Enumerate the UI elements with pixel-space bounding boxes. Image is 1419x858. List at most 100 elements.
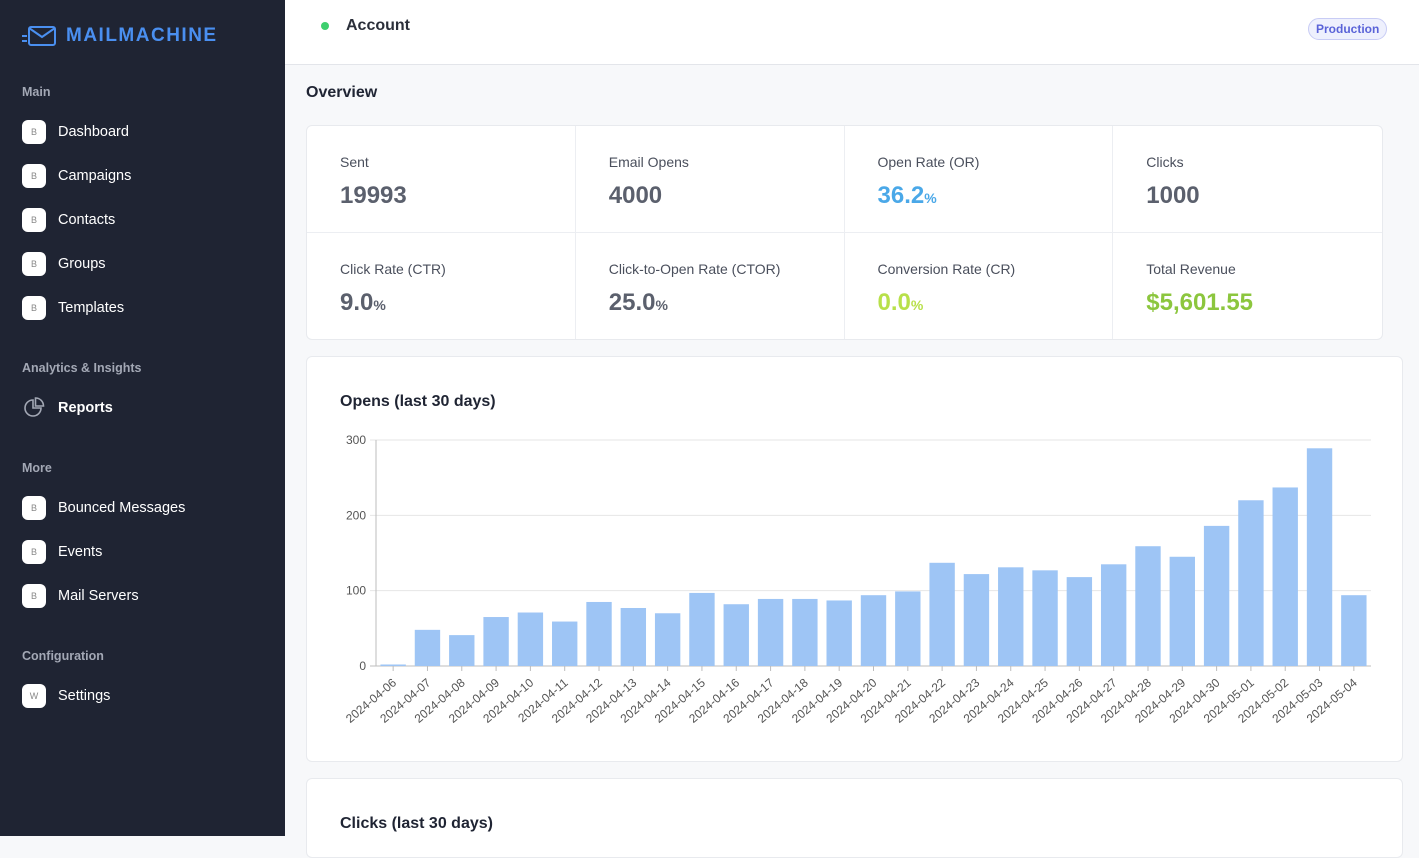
stat-value: $5,601.55 bbox=[1146, 289, 1253, 317]
sidebar-item-contacts[interactable]: B Contacts bbox=[22, 208, 115, 232]
bar[interactable] bbox=[895, 591, 921, 666]
bar[interactable] bbox=[1169, 556, 1195, 666]
stat-number: $5,601.55 bbox=[1146, 288, 1254, 316]
stat-card: Sent 19993 bbox=[307, 126, 576, 233]
status-dot bbox=[321, 22, 329, 30]
sidebar-item-reports[interactable]: Reports bbox=[22, 396, 113, 420]
stat-number: 1000 bbox=[1146, 182, 1200, 209]
bar[interactable] bbox=[1066, 577, 1093, 666]
sidebar-item-label: Dashboard bbox=[58, 124, 129, 140]
templates-icon: B bbox=[22, 296, 46, 320]
main-content: Account Production Overview Sent 19993 Ema… bbox=[285, 0, 1419, 858]
sidebar-item-label: Templates bbox=[58, 300, 125, 316]
sidebar-item-label: Contacts bbox=[58, 212, 116, 228]
bar[interactable] bbox=[963, 574, 990, 666]
dashboard-icon: B bbox=[22, 120, 46, 144]
bar[interactable] bbox=[929, 562, 955, 666]
stat-value: 4000 bbox=[609, 182, 662, 210]
logo[interactable]: MAILMACHINE bbox=[22, 24, 218, 48]
stat-suffix: % bbox=[910, 296, 924, 313]
stat-card: Email Opens 4000 bbox=[575, 126, 845, 233]
stats-grid: Sent 19993 Email Opens 4000 Open Rate (OR) 36… bbox=[306, 125, 1383, 340]
y-tick-label: 100 bbox=[346, 584, 366, 598]
stat-card: Conversion Rate (CR) 0.0% bbox=[845, 232, 1114, 339]
brand-name: MAILMACHINE bbox=[66, 25, 218, 46]
groups-icon: B bbox=[22, 252, 46, 276]
overview-heading: Overview bbox=[306, 84, 378, 101]
bar[interactable] bbox=[1272, 487, 1298, 666]
stat-label: Click-to-Open Rate (CTOR) bbox=[608, 260, 781, 277]
bar[interactable] bbox=[1341, 595, 1367, 666]
sidebar-item-groups[interactable]: B Groups bbox=[22, 252, 106, 276]
section-analytics: Analytics & Insights bbox=[22, 361, 142, 375]
bar[interactable] bbox=[620, 607, 647, 666]
bar[interactable] bbox=[757, 598, 784, 666]
stat-label: Open Rate (OR) bbox=[877, 154, 980, 170]
stat-label: Total Revenue bbox=[1146, 260, 1236, 277]
bar[interactable] bbox=[552, 621, 578, 666]
events-icon: B bbox=[22, 540, 46, 564]
campaigns-icon: B bbox=[22, 164, 46, 188]
bar[interactable] bbox=[1032, 570, 1058, 666]
section-main: Main bbox=[22, 85, 51, 99]
bar[interactable] bbox=[792, 598, 818, 666]
stat-value: 25.0% bbox=[609, 289, 668, 317]
bar[interactable] bbox=[586, 601, 612, 666]
bar[interactable] bbox=[380, 664, 406, 666]
y-tick-label: 200 bbox=[346, 508, 366, 522]
stat-value: 1000 bbox=[1146, 182, 1199, 210]
stat-value: 0.0% bbox=[878, 289, 924, 317]
settings-icon: W bbox=[22, 684, 46, 708]
bar[interactable] bbox=[998, 567, 1024, 666]
bar[interactable] bbox=[1306, 448, 1333, 666]
stat-card: Click Rate (CTR) 9.0% bbox=[307, 232, 576, 339]
mail-servers-icon: B bbox=[22, 584, 46, 608]
section-configuration: Configuration bbox=[22, 649, 104, 663]
stat-number: 36.2 bbox=[877, 182, 925, 209]
stat-label: Clicks bbox=[1146, 154, 1184, 170]
stat-label: Sent bbox=[340, 154, 369, 170]
sidebar-item-settings[interactable]: W Settings bbox=[22, 684, 110, 708]
stat-suffix: % bbox=[655, 296, 668, 313]
bar[interactable] bbox=[1238, 500, 1264, 666]
opens-bar-chart: 01002003002024-04-062024-04-072024-04-08… bbox=[343, 433, 1371, 726]
top-bar: Account Production bbox=[285, 0, 1419, 65]
sidebar-item-label: Settings bbox=[58, 688, 111, 704]
stat-suffix: % bbox=[924, 190, 937, 206]
stat-number: 9.0 bbox=[340, 288, 374, 316]
stat-value: 9.0% bbox=[340, 289, 386, 317]
bar[interactable] bbox=[449, 635, 475, 666]
bar[interactable] bbox=[689, 592, 715, 666]
sidebar-item-label: Mail Servers bbox=[58, 588, 139, 604]
bar[interactable] bbox=[483, 617, 509, 666]
bar[interactable] bbox=[1135, 546, 1161, 666]
clicks-chart-card: Clicks (last 30 days) bbox=[306, 778, 1403, 858]
environment-badge[interactable]: Production bbox=[1308, 18, 1388, 40]
sidebar: MAILMACHINE Main B Dashboard B Campaigns… bbox=[0, 0, 285, 836]
bar[interactable] bbox=[860, 595, 887, 666]
stat-number: 4000 bbox=[608, 182, 663, 209]
sidebar-item-events[interactable]: B Events bbox=[22, 540, 102, 564]
sidebar-item-campaigns[interactable]: B Campaigns bbox=[22, 164, 131, 188]
sidebar-item-mail-servers[interactable]: B Mail Servers bbox=[22, 584, 139, 608]
stat-value: 36.2% bbox=[878, 182, 937, 210]
bar[interactable] bbox=[517, 612, 544, 666]
sidebar-item-dashboard[interactable]: B Dashboard bbox=[22, 120, 129, 144]
stat-label: Conversion Rate (CR) bbox=[877, 260, 1016, 277]
stat-label: Email Opens bbox=[608, 154, 689, 170]
bar[interactable] bbox=[1203, 525, 1230, 666]
stat-number: 25.0 bbox=[608, 288, 656, 316]
sidebar-item-bounced-messages[interactable]: B Bounced Messages bbox=[22, 496, 185, 520]
bar[interactable] bbox=[414, 629, 441, 666]
bar[interactable] bbox=[1100, 564, 1127, 666]
y-tick-label: 0 bbox=[359, 659, 366, 673]
bar[interactable] bbox=[826, 600, 852, 666]
stat-card: Open Rate (OR) 36.2% bbox=[844, 126, 1114, 233]
chart-title: Opens (last 30 days) bbox=[340, 393, 496, 410]
bounced-messages-icon: B bbox=[22, 496, 46, 520]
bar[interactable] bbox=[654, 613, 681, 666]
sidebar-item-templates[interactable]: B Templates bbox=[22, 296, 124, 320]
bar[interactable] bbox=[723, 604, 749, 666]
contacts-icon: B bbox=[22, 208, 46, 232]
sidebar-item-label: Groups bbox=[58, 256, 106, 272]
